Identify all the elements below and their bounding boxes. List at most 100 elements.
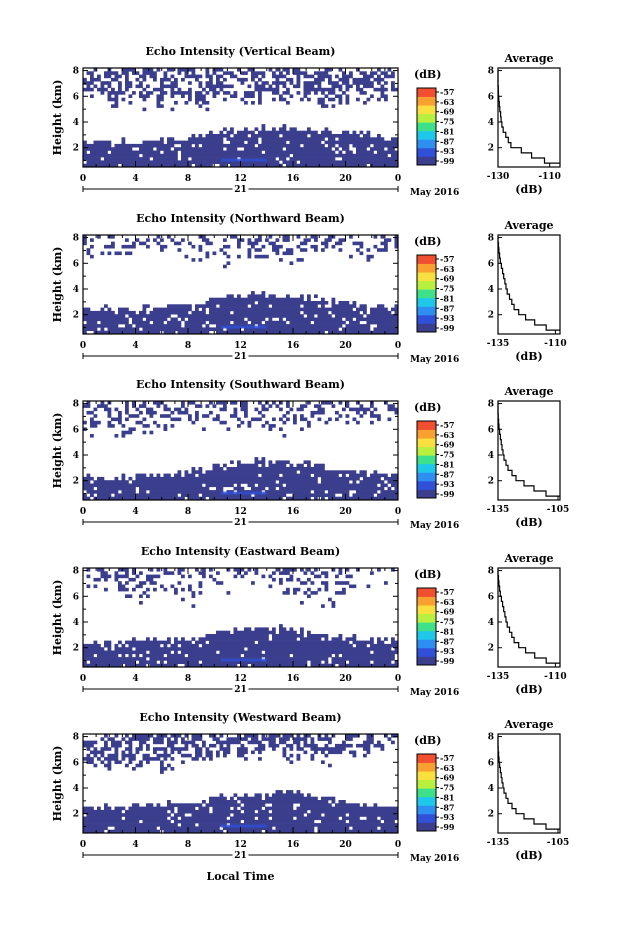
y-axis: 2 4 6 8: [73, 67, 398, 162]
colorbar-swatch: [417, 306, 436, 316]
y-tick-label: 4: [73, 451, 79, 461]
colorbar-frame: [416, 254, 437, 333]
profile-x-label: (dB): [515, 849, 542, 862]
y-tick-label: 2: [73, 311, 79, 321]
colorbar-tick-label: -99: [440, 822, 455, 832]
heatmap-streak: [220, 158, 267, 162]
x-tick-label: 20: [339, 674, 352, 684]
colorbar-tick-label: -81: [440, 293, 454, 303]
colorbar-tick-label: -63: [440, 97, 455, 107]
colorbar-swatch: [417, 455, 436, 465]
colorbar-swatch: [417, 472, 436, 482]
colorbar-swatch: [417, 421, 436, 430]
y-axis: 2 4 6 8: [73, 234, 398, 329]
y-tick-label: 4: [73, 784, 79, 794]
colorbar-tick-label: -57: [440, 587, 454, 597]
y-tick-label: 2: [73, 144, 79, 154]
y-tick-label: 8: [73, 234, 79, 244]
y-axis: 2 4 6 8: [73, 567, 398, 662]
day-label: 21: [234, 518, 247, 528]
colorbar-tick-label: -75: [440, 617, 454, 627]
colorbar-swatch: [417, 429, 436, 439]
x-tick-label: 0: [395, 507, 401, 517]
panel-5: Echo Intensity (Westward Beam) 2 4 6 8 Height…: [51, 711, 569, 864]
profile-y-tick-label: 4: [488, 784, 494, 794]
profile-y-tick-label: 4: [488, 618, 494, 628]
colorbar-swatch: [417, 463, 436, 473]
x-tick-label: 12: [234, 341, 247, 351]
colorbar-swatch: [417, 639, 436, 649]
y-tick-label: 6: [73, 592, 79, 602]
y-tick-label: 8: [73, 567, 79, 577]
profile-y-tick-label: 8: [488, 67, 494, 77]
y-axis-label: Height (km): [51, 580, 64, 656]
colorbar-tick-label: -69: [440, 607, 455, 617]
x-tick-label: 0: [395, 674, 401, 684]
colorbar-swatch: [417, 113, 436, 123]
x-tick-label: 4: [132, 840, 138, 850]
profile-y-tick-label: 4: [488, 451, 494, 461]
colorbar-swatch: [417, 762, 436, 772]
x-tick-label: 0: [80, 840, 86, 850]
profile-x-tick-label: -135: [487, 838, 510, 848]
colorbar-tick-label: -87: [440, 469, 454, 479]
colorbar-swatch: [417, 822, 436, 832]
x-tick-label: 4: [132, 674, 138, 684]
colorbar-tick-label: -99: [440, 156, 455, 166]
colorbar-swatch: [417, 630, 436, 640]
colorbar-tick-label: -75: [440, 117, 454, 127]
profile-y-tick-label: 6: [488, 425, 494, 435]
colorbar-swatch: [417, 105, 436, 115]
y-tick-label: 6: [73, 425, 79, 435]
panel-title: Echo Intensity (Westward Beam): [139, 711, 341, 724]
day-label: 21: [234, 851, 247, 861]
heatmap-cells: [83, 68, 399, 168]
colorbar-swatch: [417, 88, 436, 97]
colorbar-frame: [416, 420, 437, 499]
colorbar-tick-label: -63: [440, 264, 455, 274]
panel-4: Echo Intensity (Eastward Beam) 2 4 6 8 Height…: [51, 545, 567, 698]
colorbar-swatch: [417, 96, 436, 106]
x-tick-label: 4: [132, 341, 138, 351]
colorbar-swatch: [417, 489, 436, 499]
colorbar-tick-label: -87: [440, 802, 454, 812]
colorbar: (dB) -57-63-69-75-81-87-93-99: [414, 568, 455, 666]
profile-title: Average: [503, 552, 553, 565]
colorbar: (dB) -57-63-69-75-81-87-93-99: [414, 68, 455, 166]
x-tick-label: 4: [132, 507, 138, 517]
profile-y-tick-label: 2: [488, 477, 494, 487]
colorbar-tick-label: -99: [440, 656, 455, 666]
y-axis-label: Height (km): [51, 80, 64, 156]
heatmap-cells: [83, 401, 399, 501]
colorbar-swatch: [417, 139, 436, 149]
colorbar-tick-label: -63: [440, 763, 455, 773]
profile-x-tick-label: -135: [487, 672, 510, 682]
colorbar-swatch: [417, 289, 436, 299]
x-tick-label: 16: [287, 341, 300, 351]
profile-frame: [497, 567, 561, 668]
profile-x-label: (dB): [515, 350, 542, 363]
x-axis: 0 4 8 12 16 20 0: [80, 734, 401, 850]
y-tick-label: 2: [73, 810, 79, 820]
colorbar-unit: (dB): [414, 401, 441, 414]
colorbar-swatch: [417, 788, 436, 798]
heatmap-streak: [220, 491, 267, 495]
profile-title: Average: [503, 219, 553, 232]
y-tick-label: 2: [73, 644, 79, 654]
colorbar-tick-label: -81: [440, 459, 454, 469]
colorbar-tick-label: -75: [440, 284, 454, 294]
x-tick-label: 12: [234, 840, 247, 850]
colorbar-tick-label: -57: [440, 87, 454, 97]
colorbar-unit: (dB): [414, 235, 441, 248]
colorbar-frame: [416, 753, 437, 832]
colorbar-tick-label: -87: [440, 303, 454, 313]
profile-y-tick-label: 8: [488, 733, 494, 743]
colorbar: (dB) -57-63-69-75-81-87-93-99: [414, 235, 455, 333]
profile-y-tick-label: 8: [488, 567, 494, 577]
x-tick-label: 16: [287, 840, 300, 850]
average-profile: Average 2 4 6 8 -135 -105 (dB): [487, 718, 570, 862]
x-tick-label: 12: [234, 507, 247, 517]
profile-x-tick-label: -110: [544, 672, 567, 682]
profile-y-tick-label: 6: [488, 259, 494, 269]
